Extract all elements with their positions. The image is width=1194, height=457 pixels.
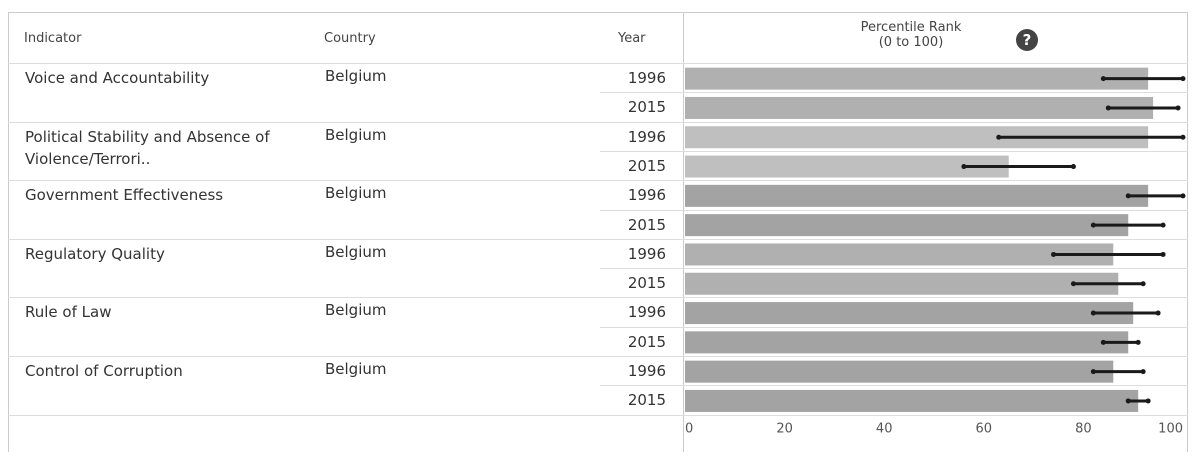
whisker-cap [1125, 193, 1131, 199]
group-divider [8, 180, 1188, 182]
country-header[interactable]: Country [324, 31, 376, 46]
plot-left-border [683, 12, 684, 452]
row-divider [600, 326, 1188, 328]
indicator-cell: Rule of Law [25, 303, 112, 322]
country-cell: Belgium [325, 125, 387, 144]
whisker-cap [1100, 339, 1106, 345]
whisker-cap [1155, 310, 1161, 316]
year-cell: 2015 [627, 215, 666, 234]
indicator-cell: Voice and Accountability [25, 69, 210, 87]
table-frame [8, 12, 1188, 452]
x-tick-label: 100 [1158, 422, 1183, 437]
x-tick-label: 0 [685, 422, 693, 437]
year-cell: 2015 [627, 391, 666, 410]
percentile-header-line1: Percentile Rank [860, 20, 962, 35]
percentile-bar[interactable] [685, 302, 1134, 325]
year-cell: 1996 [627, 362, 666, 380]
row-divider [600, 385, 1188, 387]
whisker-cap [1160, 251, 1166, 257]
percentile-bar[interactable] [685, 184, 1149, 207]
percentile-bar[interactable] [685, 360, 1114, 383]
group-divider [8, 414, 1188, 416]
country-cell: Belgium [325, 67, 387, 85]
whisker-cap [1160, 222, 1166, 228]
x-tick-label: 60 [976, 422, 993, 437]
whisker-cap [1180, 76, 1186, 82]
x-tick-label: 20 [776, 422, 793, 437]
year-cell: 1996 [627, 127, 666, 146]
whisker-cap [1135, 339, 1141, 345]
year-cell: 2015 [627, 156, 666, 175]
year-cell: 1996 [627, 186, 666, 205]
whisker-cap [1070, 281, 1076, 287]
row-divider [600, 268, 1188, 270]
whisker-cap [961, 164, 967, 170]
percentile-bar[interactable] [685, 214, 1129, 237]
percentile-bar[interactable] [685, 331, 1129, 354]
indicator-cell: Control of Corruption [25, 362, 183, 380]
help-icon[interactable]: ? [1016, 29, 1038, 51]
percentile-bar[interactable] [685, 96, 1154, 119]
whisker-cap [1090, 369, 1096, 375]
percentile-bar[interactable] [685, 243, 1114, 266]
whisker-cap [1180, 134, 1186, 140]
x-tick-label: 40 [876, 422, 893, 437]
percentile-header-line2: (0 to 100) [878, 35, 944, 50]
year-cell: 1996 [627, 244, 666, 263]
indicator-cell: Political Stability and Absence of Viole… [25, 127, 270, 168]
whisker-cap [1090, 310, 1096, 316]
whisker-cap [996, 134, 1002, 140]
indicator-header[interactable]: Indicator [24, 31, 82, 46]
indicator-cell: Regulatory Quality [25, 244, 165, 263]
percentile-bar[interactable] [685, 272, 1119, 295]
percentile-bar[interactable] [685, 389, 1139, 412]
indicator-cell: Government Effectiveness [25, 186, 224, 205]
whisker-cap [1090, 222, 1096, 228]
whisker-cap [1105, 105, 1111, 111]
whisker-cap [1140, 281, 1146, 287]
year-cell: 2015 [627, 98, 666, 117]
whisker-cap [1180, 193, 1186, 199]
row-divider [600, 150, 1188, 152]
row-divider [600, 92, 1188, 94]
percentile-bar[interactable] [685, 126, 1149, 149]
percentile-bar[interactable] [685, 67, 1149, 90]
year-cell: 1996 [627, 303, 666, 322]
year-cell: 2015 [627, 332, 666, 351]
group-divider [8, 238, 1188, 240]
whisker-cap [1100, 76, 1106, 82]
whisker-cap [1070, 164, 1076, 170]
whisker-cap [1145, 398, 1151, 404]
group-divider [8, 297, 1188, 299]
year-header[interactable]: Year [618, 31, 646, 46]
whisker-cap [1140, 369, 1146, 375]
country-cell: Belgium [325, 184, 387, 203]
header-divider [8, 63, 1188, 64]
group-divider [8, 121, 1188, 123]
country-cell: Belgium [325, 242, 387, 261]
percentile-header: Percentile Rank (0 to 100) [836, 20, 986, 50]
country-cell: Belgium [325, 360, 387, 378]
year-cell: 1996 [627, 69, 666, 87]
group-divider [8, 356, 1188, 357]
country-cell: Belgium [325, 301, 387, 320]
percentile-bar[interactable] [685, 155, 1009, 178]
whisker-cap [1051, 251, 1057, 257]
row-divider [600, 209, 1188, 211]
x-tick-label: 80 [1075, 422, 1092, 437]
year-cell: 2015 [627, 274, 666, 293]
whisker-cap [1125, 398, 1131, 404]
whisker-cap [1175, 105, 1181, 111]
